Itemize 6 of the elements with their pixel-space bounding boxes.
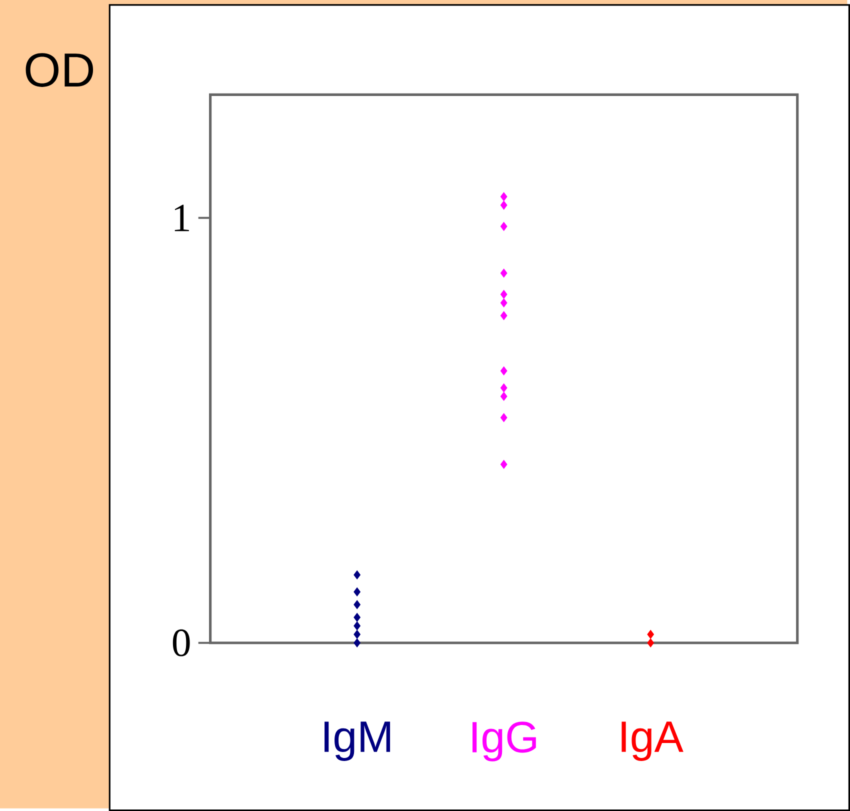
y-tick-label: 0 xyxy=(172,629,190,656)
x-tick-label: IgM xyxy=(324,722,390,761)
x-tick-label: IgA xyxy=(622,722,684,761)
y-tick-label: 1 xyxy=(174,204,189,232)
y-axis-title: OD xyxy=(26,53,94,87)
x-tick-label: IgG xyxy=(472,722,536,762)
